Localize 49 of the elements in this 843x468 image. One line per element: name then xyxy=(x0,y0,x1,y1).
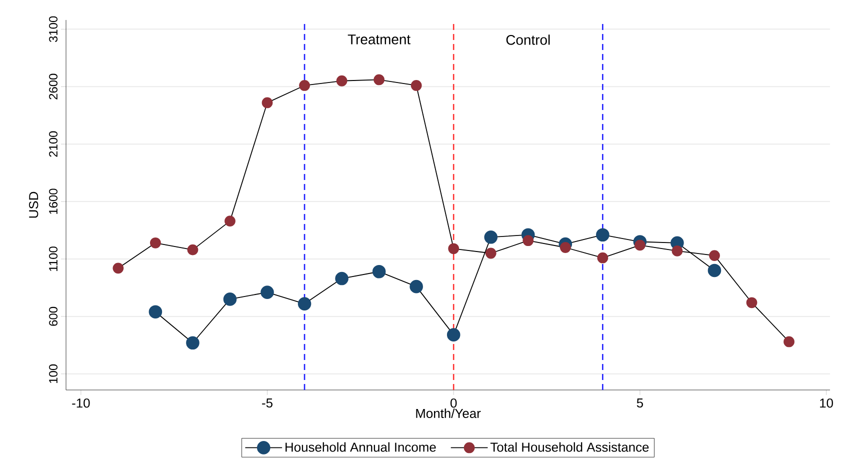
point xyxy=(298,297,312,310)
point xyxy=(187,244,198,256)
legend-label: Household Annual Income xyxy=(286,442,436,452)
point xyxy=(410,80,422,91)
legend-label: Total Household Assistance xyxy=(490,442,649,452)
y-tick-label: 2100 xyxy=(49,131,58,157)
point xyxy=(223,292,237,306)
point xyxy=(335,272,348,286)
point xyxy=(448,243,460,254)
y-axis-title: USD xyxy=(29,192,38,218)
x-tick-label: 10 xyxy=(820,398,833,408)
point xyxy=(148,305,162,318)
y-tick-label: 3100 xyxy=(49,16,58,42)
point xyxy=(260,286,274,299)
x-tick-label: 0 xyxy=(450,398,457,408)
point xyxy=(709,250,720,261)
x-tick-label: -10 xyxy=(72,398,90,408)
point xyxy=(634,240,646,251)
point xyxy=(150,237,161,248)
point xyxy=(560,242,571,253)
point xyxy=(596,228,610,242)
point xyxy=(708,264,722,278)
y-tick-label: 1100 xyxy=(49,246,58,271)
point xyxy=(484,230,498,244)
point xyxy=(299,80,310,91)
point xyxy=(485,248,496,259)
y-tick-label: 100 xyxy=(49,364,58,383)
annotation: Treatment xyxy=(348,34,410,44)
y-tick-label: 2600 xyxy=(49,74,58,100)
point xyxy=(112,262,124,274)
point xyxy=(186,336,200,350)
point xyxy=(410,280,423,294)
y-tick-label: 600 xyxy=(49,306,58,326)
point xyxy=(597,252,608,264)
point xyxy=(746,297,758,308)
annotation: Control xyxy=(506,34,550,45)
point xyxy=(262,97,273,108)
point xyxy=(446,328,460,342)
point xyxy=(522,235,534,246)
x-tick-label: -5 xyxy=(262,398,272,408)
x-tick-label: 5 xyxy=(636,398,643,408)
point xyxy=(336,75,348,86)
point xyxy=(224,216,236,227)
y-tick-label: 1600 xyxy=(49,188,58,214)
x-axis-title: Month/Year xyxy=(416,408,481,418)
point xyxy=(784,336,794,348)
point xyxy=(372,264,386,278)
point xyxy=(672,245,683,256)
point xyxy=(374,74,385,86)
